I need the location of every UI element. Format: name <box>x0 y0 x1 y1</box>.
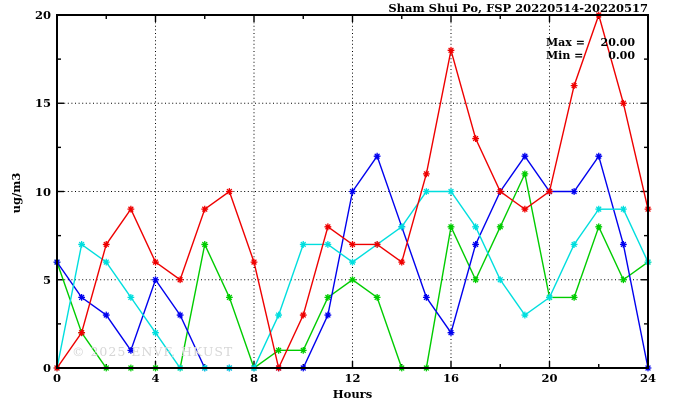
x-tick-label-24: 24 <box>639 371 657 385</box>
y-tick-label-0: 0 <box>42 361 51 375</box>
legend-min-value: 0.00 <box>608 48 635 62</box>
legend-min-row: Min = 0.00 <box>546 48 635 63</box>
x-tick-label-0: 0 <box>52 371 62 385</box>
legend-max-label: Max = <box>546 36 585 49</box>
y-tick-label-10: 10 <box>34 184 51 199</box>
legend-min-label: Min = <box>546 48 584 62</box>
x-tick-label-20: 20 <box>541 371 558 385</box>
chart-title: Sham Shui Po, FSP 20220514-20220517 <box>388 1 648 15</box>
watermark: © 2025 ENVF, HKUST <box>72 344 234 359</box>
legend-max-row: Max = 20.00 <box>546 36 635 50</box>
x-tick-label-12: 12 <box>344 371 361 385</box>
y-tick-label-5: 5 <box>42 272 51 287</box>
x-tick-label-16: 16 <box>442 371 460 385</box>
plot-frame <box>56 14 649 369</box>
x-tick-label-4: 4 <box>151 371 160 385</box>
x-axis-label: Hours <box>332 387 373 401</box>
y-tick-label-15: 15 <box>34 96 51 111</box>
x-tick-label-8: 8 <box>249 371 259 385</box>
y-tick-label-20: 20 <box>34 8 51 22</box>
legend: Max = 20.00 Min = 0.00 <box>546 36 635 63</box>
legend-max-value: 20.00 <box>600 36 635 49</box>
